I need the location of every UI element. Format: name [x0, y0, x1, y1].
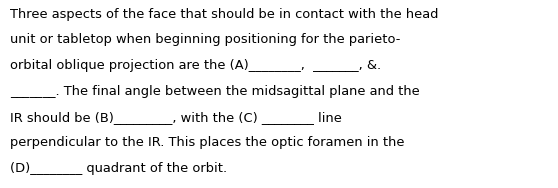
Text: perpendicular to the IR. This places the optic foramen in the: perpendicular to the IR. This places the…	[10, 136, 405, 149]
Text: IR should be (B)_________, with the (C) ________ line: IR should be (B)_________, with the (C) …	[10, 111, 342, 124]
Text: orbital oblique projection are the (A)________,  _______, &.: orbital oblique projection are the (A)__…	[10, 59, 381, 72]
Text: unit or tabletop when beginning positioning for the parieto-: unit or tabletop when beginning position…	[10, 33, 401, 46]
Text: (D)________ quadrant of the orbit.: (D)________ quadrant of the orbit.	[10, 162, 227, 175]
Text: Three aspects of the face that should be in contact with the head: Three aspects of the face that should be…	[10, 8, 439, 20]
Text: _______. The final angle between the midsagittal plane and the: _______. The final angle between the mid…	[10, 85, 420, 98]
